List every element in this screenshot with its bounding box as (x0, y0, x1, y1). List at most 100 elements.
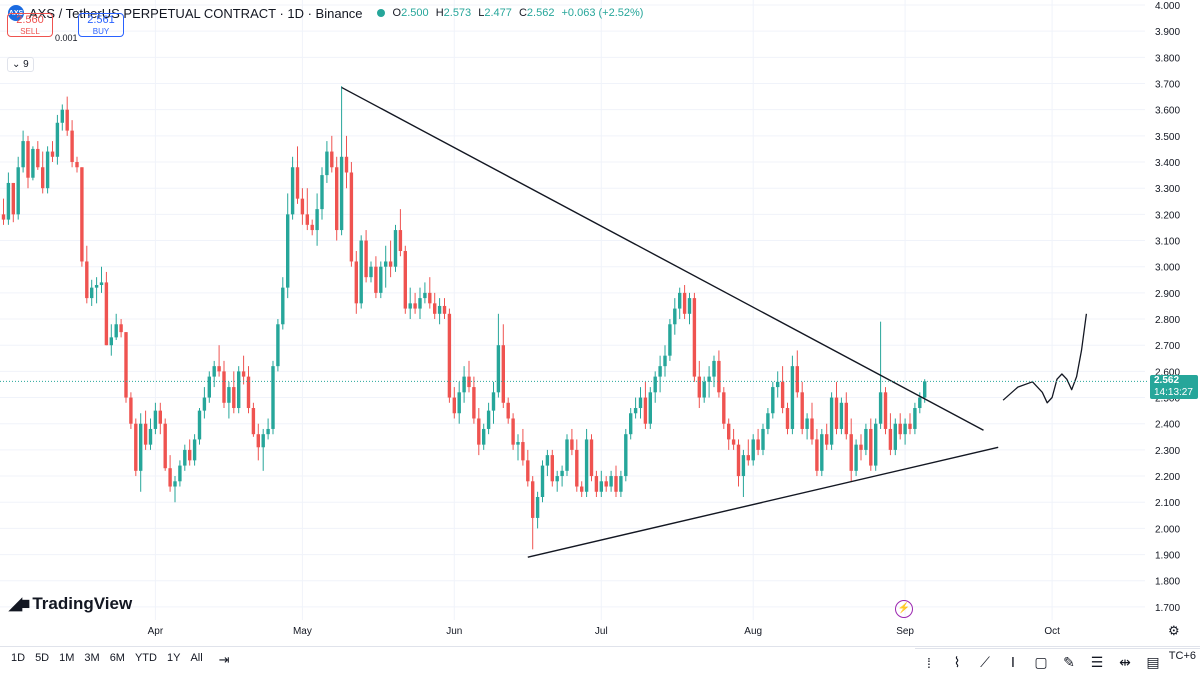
candle-body (227, 387, 231, 403)
chart-canvas[interactable]: 4.000 3.900 3.800 3.700 3.600 3.500 3.400 3.300… (0, 0, 1200, 646)
market-status-icon (376, 9, 385, 17)
candle-body (467, 376, 471, 388)
gear-icon[interactable]: ⚙ (1168, 623, 1180, 638)
candle-body (820, 434, 824, 471)
brush-tool-icon[interactable]: ✎ (1063, 654, 1075, 670)
drag-handle-icon[interactable]: ⁞ (927, 654, 931, 671)
measure-tool-icon[interactable]: ⇹ (1119, 654, 1131, 670)
candle-body (286, 214, 290, 288)
time-axis[interactable]: Apr May Jun Jul Aug Sep Oct (148, 626, 1060, 637)
range-5d[interactable]: 5D (35, 652, 50, 664)
candle-body (825, 434, 829, 445)
rectangle-tool-icon[interactable]: ▢ (1034, 654, 1048, 670)
projection-drawing[interactable] (1002, 313, 1088, 404)
goto-date-icon[interactable]: ⇥ (218, 652, 230, 667)
candle-body (50, 151, 55, 157)
candle-body (496, 345, 501, 393)
timezone-label[interactable]: TC+6 (1168, 650, 1196, 662)
candle-body (36, 148, 40, 168)
lightning-icon[interactable]: ⚡ (895, 600, 913, 618)
x-tick-label: Jun (446, 626, 462, 637)
range-3m[interactable]: 3M (84, 652, 100, 664)
fib-tool-icon[interactable]: ☰ (1090, 654, 1104, 670)
range-6m[interactable]: 6M (109, 652, 125, 664)
tradingview-logo-icon: ◢■ (9, 594, 30, 613)
triangle-trendlines[interactable] (341, 86, 999, 558)
candle-body (295, 167, 300, 199)
candle-body (344, 156, 349, 173)
y-tick-label: 3.000 (1155, 263, 1180, 274)
candle-body (433, 303, 437, 314)
candle-body (114, 324, 118, 338)
candle-body (761, 428, 765, 450)
more-tools-icon[interactable]: ▤ (1146, 654, 1160, 670)
candle-body (785, 408, 790, 429)
candle-body (384, 261, 388, 267)
candle-body (65, 109, 69, 131)
candle-body (55, 122, 60, 157)
candle-body (281, 287, 285, 325)
buy-button[interactable]: 2.561 BUY (78, 13, 124, 37)
y-tick-label: 1.900 (1155, 551, 1180, 562)
projection-path (1002, 313, 1088, 404)
price-axis[interactable]: 4.000 3.900 3.800 3.700 3.600 3.500 3.400 3.300… (1155, 1, 1180, 614)
candle-body (771, 387, 775, 414)
candle-body (188, 449, 192, 461)
range-1y[interactable]: 1Y (166, 652, 181, 664)
candle-body (810, 418, 814, 440)
candle-body (217, 366, 221, 372)
candle-body (888, 428, 893, 450)
candle-body (731, 439, 736, 445)
candle-body (717, 360, 721, 393)
candle-body (6, 182, 11, 220)
range-ytd[interactable]: YTD (134, 652, 157, 664)
y-tick-label: 2.400 (1155, 420, 1180, 431)
candle-body (124, 332, 128, 398)
y-tick-label: 3.300 (1155, 184, 1180, 195)
indicators-toggle[interactable]: ⌄ 9 (7, 57, 34, 72)
candle-body (658, 366, 662, 377)
range-1d[interactable]: 1D (11, 652, 26, 664)
candle-body (599, 481, 603, 492)
candle-body (163, 423, 167, 469)
candle-body (379, 266, 383, 293)
candle-body (883, 392, 888, 429)
range-all[interactable]: All (190, 652, 203, 664)
candle-body (393, 230, 398, 267)
chevron-down-icon: ⌄ (12, 59, 21, 70)
candle-body (290, 167, 295, 215)
candle-body (320, 175, 324, 210)
candle-body (668, 324, 672, 356)
candle-body (531, 481, 535, 518)
y-tick-label: 2.900 (1155, 289, 1180, 300)
polyline-tool-icon[interactable]: ⌇ (953, 654, 961, 670)
candle-body (369, 266, 373, 278)
range-1m[interactable]: 1M (59, 652, 75, 664)
candle-body (619, 476, 623, 492)
candle-body (60, 109, 64, 123)
x-tick-label: Sep (896, 626, 914, 637)
candle-body (168, 468, 172, 487)
candle-body (521, 442, 525, 461)
candle-body (614, 476, 618, 492)
candle-body (633, 408, 638, 414)
candle-body (85, 261, 89, 299)
candle-body (604, 481, 608, 487)
candle-body (222, 371, 226, 403)
candle-body (780, 381, 785, 409)
candle-body (94, 285, 99, 288)
trendline-tool-icon[interactable]: ⟋ (980, 654, 990, 670)
x-tick-label: Apr (148, 626, 164, 637)
trendline (341, 86, 984, 431)
open-value: 2.500 (401, 7, 429, 19)
candle-body (408, 303, 412, 309)
sell-button[interactable]: 2.560 SELL (7, 13, 53, 37)
high-value: 2.573 (443, 7, 472, 19)
candle-body (457, 392, 461, 414)
tradingview-brand[interactable]: ◢■ TradingView (9, 594, 132, 614)
candle-body (609, 476, 613, 487)
low-value: 2.477 (484, 7, 512, 19)
symbol-title[interactable]: AXS / TetherUS PERPETUAL CONTRACT · 1D ·… (29, 5, 363, 21)
candle-body (629, 413, 633, 435)
text-tool-icon[interactable]: Ⅰ (1010, 654, 1016, 670)
